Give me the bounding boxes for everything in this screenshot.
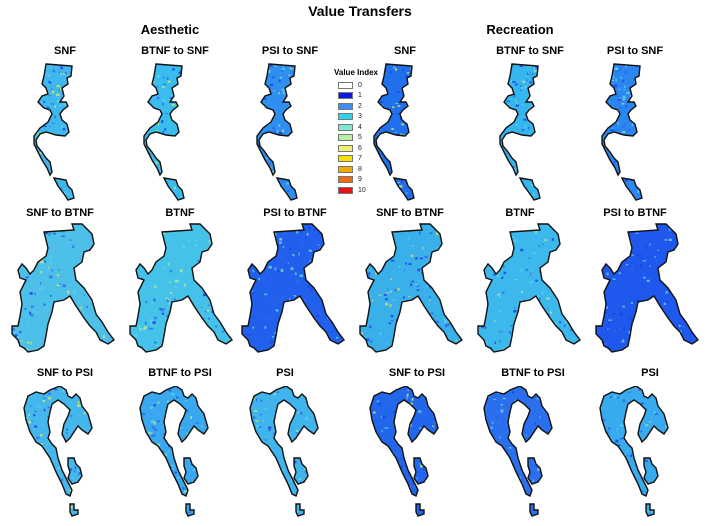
legend-label: 4	[358, 124, 362, 131]
panel-label: PSI to SNF	[235, 45, 345, 57]
btnf-map-recreation-psi-to-btnf	[588, 222, 703, 357]
legend-swatch	[338, 145, 353, 152]
legend-swatch	[338, 155, 353, 162]
panel-label: SNF to BTNF	[5, 207, 115, 219]
btnf-map-aesthetic-snf-to-btnf	[4, 222, 119, 357]
figure-title: Value Transfers	[0, 3, 720, 19]
panel-label: PSI to SNF	[580, 45, 690, 57]
panel-label: SNF	[10, 45, 120, 57]
snf-map-aesthetic-btnf-to-snf	[142, 62, 202, 202]
btnf-map-recreation-btnf	[470, 222, 585, 357]
legend-label: 9	[358, 176, 362, 183]
legend-label: 5	[358, 134, 362, 141]
psi-map-recreation-btnf-to-psi	[482, 386, 577, 526]
snf-map-recreation-snf	[372, 62, 432, 202]
snf-map-recreation-psi-to-snf	[600, 62, 660, 202]
group-title-recreation: Recreation	[420, 22, 620, 37]
psi-map-aesthetic-psi	[248, 386, 343, 526]
legend-swatch	[338, 92, 353, 99]
panel-label: SNF to BTNF	[355, 207, 465, 219]
legend-swatch	[338, 82, 353, 89]
btnf-map-aesthetic-psi-to-btnf	[234, 222, 349, 357]
psi-map-recreation-snf-to-psi	[368, 386, 463, 526]
panel-label: SNF to PSI	[362, 367, 472, 379]
legend-swatch	[338, 166, 353, 173]
panel-label: BTNF to PSI	[125, 367, 235, 379]
legend-label: 0	[358, 82, 362, 89]
panel-label: SNF	[350, 45, 460, 57]
snf-map-aesthetic-psi-to-snf	[255, 62, 315, 202]
legend-swatch	[338, 113, 353, 120]
psi-map-recreation-psi	[598, 386, 693, 526]
panel-label: PSI	[595, 367, 705, 379]
snf-map-aesthetic-snf	[32, 62, 92, 202]
panel-label: BTNF to SNF	[120, 45, 230, 57]
panel-label: PSI to BTNF	[240, 207, 350, 219]
legend-label: 8	[358, 166, 362, 173]
legend-label: 3	[358, 113, 362, 120]
group-title-aesthetic: Aesthetic	[70, 22, 270, 37]
btnf-map-aesthetic-btnf	[122, 222, 237, 357]
panel-label: PSI	[230, 367, 340, 379]
legend-swatch	[338, 134, 353, 141]
legend-swatch	[338, 187, 353, 194]
panel-label: BTNF to PSI	[478, 367, 588, 379]
panel-label: BTNF	[125, 207, 235, 219]
legend-swatch	[338, 176, 353, 183]
panel-label: BTNF to SNF	[475, 45, 585, 57]
panel-label: BTNF	[465, 207, 575, 219]
legend-swatch	[338, 103, 353, 110]
legend-swatch	[338, 124, 353, 131]
legend-label: 10	[358, 187, 366, 194]
legend-label: 6	[358, 145, 362, 152]
psi-map-aesthetic-snf-to-psi	[22, 386, 117, 526]
snf-map-recreation-btnf-to-snf	[498, 62, 558, 202]
legend-label: 2	[358, 103, 362, 110]
panel-label: SNF to PSI	[10, 367, 120, 379]
panel-label: PSI to BTNF	[580, 207, 690, 219]
btnf-map-recreation-snf-to-btnf	[352, 222, 467, 357]
psi-map-aesthetic-btnf-to-psi	[138, 386, 233, 526]
legend-label: 7	[358, 155, 362, 162]
legend-label: 1	[358, 92, 362, 99]
